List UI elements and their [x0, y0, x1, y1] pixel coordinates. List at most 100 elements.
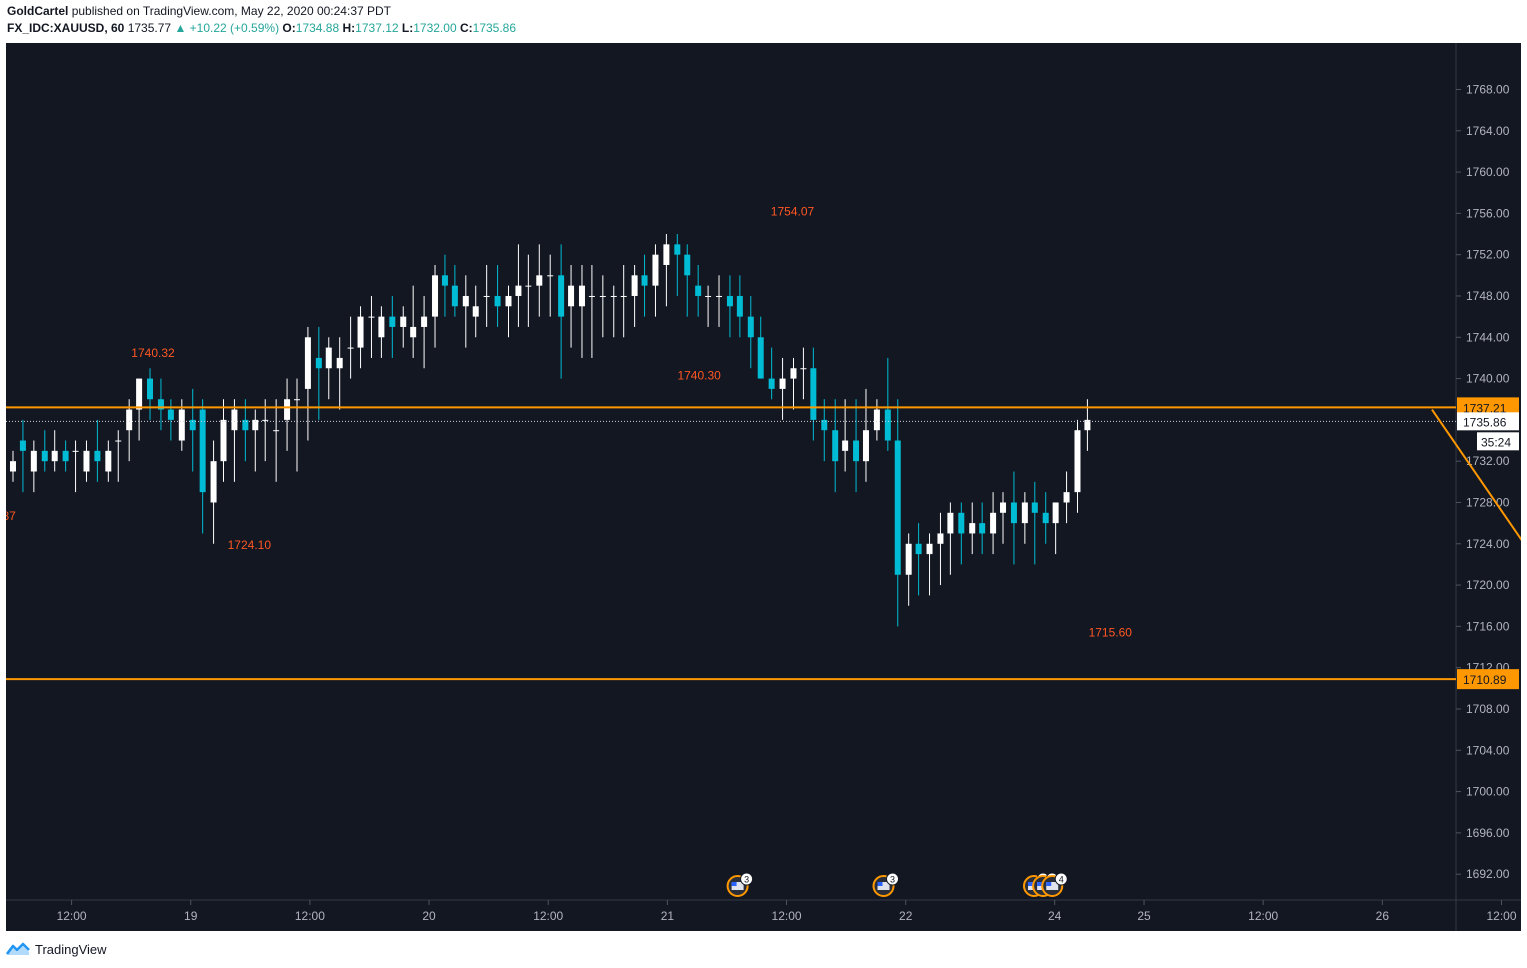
- chart-background: [6, 43, 1521, 931]
- price-tick-label: 1748.00: [1466, 289, 1510, 303]
- candle-body: [178, 409, 185, 441]
- symbol-label: FX_IDC:XAUUSD, 60: [7, 21, 125, 35]
- time-tick-label: 26: [1376, 909, 1390, 923]
- candle-body: [568, 285, 575, 307]
- tradingview-logo-icon: [6, 942, 30, 955]
- high-value: 1737.12: [355, 21, 399, 35]
- price-tick-label: 1716.00: [1466, 619, 1510, 633]
- us-flag-canton: [1028, 882, 1033, 886]
- event-count-label: 3: [890, 875, 895, 885]
- candle-body: [242, 419, 249, 431]
- candle-body: [1031, 502, 1038, 513]
- price-tick-label: 1708.00: [1466, 702, 1510, 716]
- candle-body: [72, 450, 79, 452]
- candle-body: [979, 523, 986, 534]
- candle-body: [937, 533, 944, 544]
- price-tick-label: 1700.00: [1466, 785, 1510, 799]
- candle-body: [315, 357, 322, 369]
- candle-body: [347, 347, 354, 349]
- candle-body: [779, 378, 786, 389]
- event-count-label: 3: [744, 875, 749, 885]
- candle-body: [62, 450, 69, 462]
- level-price-tag-target: [1457, 669, 1519, 690]
- chart-area[interactable]: 1768.00 1764.00 1760.00 1756.00 1752.00 1748.…: [0, 43, 1527, 931]
- price-annotation: 1715.60: [1089, 626, 1133, 640]
- candle-body: [199, 409, 206, 493]
- price-annotation: 1754.07: [771, 204, 815, 218]
- low-value: 1732.00: [413, 21, 457, 35]
- candle-body: [747, 316, 754, 338]
- candle-body: [800, 368, 807, 370]
- candle-body: [1021, 502, 1028, 524]
- candle-body: [293, 399, 300, 401]
- time-tick-label: 12:00: [533, 909, 563, 923]
- up-triangle-icon: ▲: [174, 21, 187, 35]
- candle-body: [494, 295, 501, 307]
- time-tick-label: 12:00: [1486, 909, 1516, 923]
- price-tick-label: 1732.00: [1466, 454, 1510, 468]
- candle-body: [357, 316, 364, 348]
- price-tick-label: 1764.00: [1466, 124, 1510, 138]
- candle-body: [83, 450, 90, 472]
- candlestick-chart[interactable]: 1768.00 1764.00 1760.00 1756.00 1752.00 1748.…: [0, 43, 1527, 931]
- time-tick-label: 12:00: [772, 909, 802, 923]
- us-flag-canton: [1037, 882, 1043, 886]
- candle-body: [947, 512, 954, 534]
- candle-body: [472, 306, 479, 317]
- candle-body: [726, 295, 733, 307]
- candle-body: [905, 543, 912, 575]
- candle-body: [652, 254, 659, 286]
- candle-body: [705, 295, 712, 297]
- candle-body: [558, 275, 565, 317]
- candle-body: [1000, 502, 1007, 513]
- change-value: +10.22 (+0.59%): [189, 21, 280, 35]
- price-tick-label: 1692.00: [1466, 867, 1510, 881]
- candle-body: [1084, 419, 1091, 431]
- price-tick-label: 1728.00: [1466, 495, 1510, 509]
- open-label: O:: [282, 21, 296, 35]
- price-tick-label: 1740.00: [1466, 372, 1510, 386]
- candle-body: [505, 295, 512, 307]
- author-name: GoldCartel: [7, 4, 69, 18]
- candle-body: [378, 316, 385, 338]
- candle-body: [441, 275, 448, 286]
- candle-body: [105, 450, 112, 472]
- candle-body: [147, 378, 154, 400]
- candle-body: [810, 368, 817, 420]
- candle-body: [853, 440, 860, 462]
- time-tick-label: 12:00: [1248, 909, 1278, 923]
- level-price-label-resistance: 1737.21: [1463, 401, 1507, 415]
- last-value: 1735.77: [127, 21, 172, 35]
- candle-body: [525, 285, 532, 287]
- high-label: H:: [342, 21, 356, 35]
- candle-body: [821, 419, 828, 431]
- candle-body: [483, 295, 490, 297]
- candle-body: [273, 430, 280, 432]
- candle-body: [926, 543, 933, 555]
- candle-body: [432, 275, 439, 317]
- candle-body: [990, 512, 997, 534]
- close-value: 1735.86: [472, 21, 517, 35]
- countdown-tag: [1477, 432, 1519, 451]
- candle-body: [536, 275, 543, 286]
- price-tick-label: 1744.00: [1466, 330, 1510, 344]
- time-tick-label: 12:00: [295, 909, 325, 923]
- candle-body: [969, 523, 976, 534]
- candle-body: [167, 409, 174, 420]
- candle-body: [30, 450, 37, 472]
- ohlc-legend: FX_IDC:XAUUSD, 60 1735.77 ▲ +10.22 (+0.5…: [7, 21, 516, 35]
- candle-body: [599, 295, 606, 297]
- candle-body: [915, 543, 922, 555]
- level-price-label-target: 1710.89: [1463, 673, 1507, 687]
- time-tick-label: 22: [899, 909, 913, 923]
- time-tick-label: 12:00: [57, 909, 87, 923]
- low-label: L:: [401, 21, 414, 35]
- us-flag-stripes: [877, 882, 890, 890]
- price-tick-label: 1704.00: [1466, 743, 1510, 757]
- candle-body: [41, 450, 48, 462]
- event-count-badge: [886, 872, 900, 886]
- candle-body: [1010, 502, 1017, 524]
- price-tick-label: 1752.00: [1466, 248, 1510, 262]
- price-tick-label: 1724.00: [1466, 537, 1510, 551]
- candle-body: [547, 275, 554, 277]
